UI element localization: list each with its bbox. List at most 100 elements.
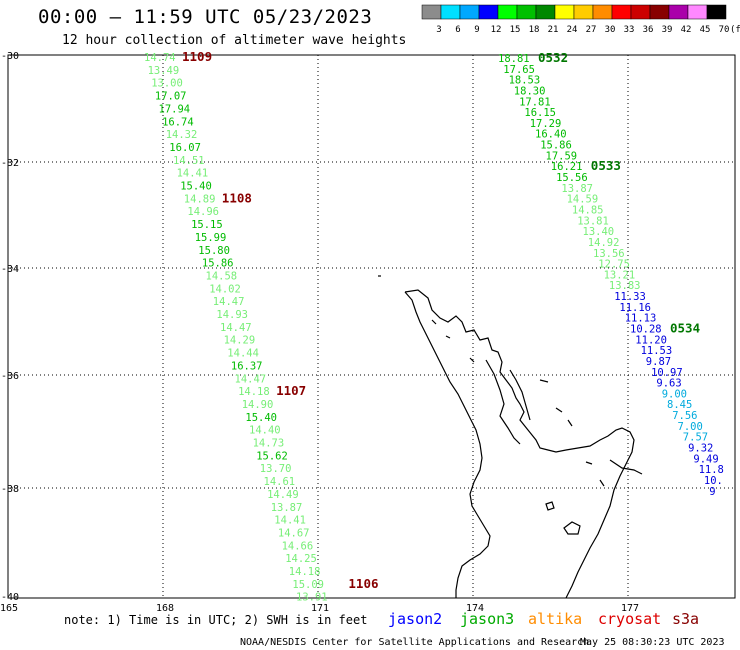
swh-value: 13.21 xyxy=(604,269,636,281)
legend-swatch xyxy=(668,4,689,20)
swh-value: 14.59 xyxy=(567,194,599,206)
satellite-cryosat: cryosat xyxy=(598,610,661,628)
satellite-altika: altika xyxy=(528,610,582,628)
northland-islands xyxy=(431,319,605,487)
swh-value: 14.92 xyxy=(588,237,620,249)
swh-value: 14.49 xyxy=(267,489,299,501)
lat-label: -34 xyxy=(1,264,19,275)
swh-value: 13.00 xyxy=(151,78,183,90)
swh-value: 11.8 xyxy=(699,464,724,476)
pass-time-label: 1106 xyxy=(348,576,378,591)
map-frame xyxy=(7,54,736,599)
west-coast-outline xyxy=(404,291,491,598)
legend-tick-label: 45 xyxy=(700,25,711,35)
lon-label: 174 xyxy=(466,603,484,614)
altimeter-tracks: 14.7413.4913.0017.0717.9416.7414.3216.07… xyxy=(144,49,724,604)
satellite-legend: jason2 jason3 altika cryosat s3a xyxy=(388,610,699,628)
legend-tick-label: 24 xyxy=(567,25,578,35)
swh-value: 13.91 xyxy=(296,592,328,604)
swh-value: 11.13 xyxy=(625,313,657,325)
lon-label: 177 xyxy=(621,603,639,614)
legend-tick-label: 33 xyxy=(624,25,635,35)
swh-value: 7.57 xyxy=(683,432,708,444)
legend-tick-label: 36 xyxy=(643,25,654,35)
lat-label: -36 xyxy=(1,371,19,382)
legend-tick-label: 30 xyxy=(605,25,616,35)
swh-value: 14.41 xyxy=(177,168,209,180)
swh-value: 11.53 xyxy=(641,345,673,357)
swh-value: 18.30 xyxy=(514,86,546,98)
swh-value: 16.21 xyxy=(551,161,583,173)
swh-value: 14.66 xyxy=(282,540,314,552)
swh-value: 14.58 xyxy=(206,270,238,282)
swh-value: 7.56 xyxy=(672,410,697,422)
legend-swatch xyxy=(592,4,613,20)
swh-value: 14.61 xyxy=(264,476,296,488)
pass-time-label: 1109 xyxy=(182,49,212,64)
legend-swatch xyxy=(478,4,499,20)
swh-value: 17.07 xyxy=(155,91,187,103)
east-cape-outline xyxy=(609,459,643,475)
legend-tick-label: 39 xyxy=(662,25,673,35)
legend-tick-label: 42 xyxy=(681,25,692,35)
swh-value: 13.56 xyxy=(593,248,625,260)
swh-value: 15.40 xyxy=(245,412,277,424)
lat-label: -32 xyxy=(1,158,19,169)
swh-value: 14.47 xyxy=(220,322,252,334)
pass-time-label: 1108 xyxy=(222,190,252,205)
legend-tick-label: 27 xyxy=(586,25,597,35)
swh-value: 7.00 xyxy=(678,421,703,433)
legend-swatch xyxy=(687,4,708,20)
swh-value: 14.93 xyxy=(216,309,248,321)
lon-label: 168 xyxy=(156,603,174,614)
swh-value: 15.40 xyxy=(180,181,212,193)
legend-swatch xyxy=(573,4,594,20)
swh-value: 14.44 xyxy=(227,348,259,360)
swh-value: 17.81 xyxy=(519,96,551,108)
swh-value: 11.33 xyxy=(614,291,646,303)
satellite-s3a: s3a xyxy=(672,610,699,628)
swh-value: 10.28 xyxy=(630,324,662,336)
legend-tick-label: 70 xyxy=(719,25,730,35)
map-subtitle: 12 hour collection of altimeter wave hei… xyxy=(62,33,407,48)
legend-swatch xyxy=(706,4,727,20)
lat-label: -30 xyxy=(1,51,19,62)
legend-swatch xyxy=(459,4,480,20)
swh-value: 13.81 xyxy=(577,215,609,227)
swh-value: 18.81 xyxy=(498,53,530,65)
swh-value: 16.07 xyxy=(169,142,201,154)
swh-value: 17.94 xyxy=(159,103,191,115)
swh-value: 15.86 xyxy=(202,258,234,270)
footnote: note: 1) Time is in UTC; 2) SWH is in fe… xyxy=(64,613,367,627)
swh-value: 14.73 xyxy=(253,438,285,450)
swh-value: 16.15 xyxy=(524,107,556,119)
swh-value: 17.59 xyxy=(546,150,578,162)
legend-swatch xyxy=(554,4,575,20)
swh-value: 14.67 xyxy=(278,528,310,540)
swh-value: 17.65 xyxy=(503,64,535,76)
swh-value: 11.20 xyxy=(635,334,667,346)
swh-value: 9.32 xyxy=(688,443,713,455)
swh-value: 17.29 xyxy=(530,118,562,130)
legend-tick-label: 12 xyxy=(491,25,502,35)
swh-value: 14.40 xyxy=(249,425,281,437)
legend-tick-label: 9 xyxy=(474,25,479,35)
swh-value: 9.00 xyxy=(662,388,687,400)
swh-value: 14.51 xyxy=(173,155,205,167)
swh-value: 14.18 xyxy=(238,386,270,398)
swh-value: 15.56 xyxy=(556,172,588,184)
swh-value: 14.89 xyxy=(184,193,216,205)
legend-swatch xyxy=(630,4,651,20)
legend-swatch xyxy=(421,4,442,20)
swh-value: 14.74 xyxy=(144,52,176,64)
swh-value: 14.32 xyxy=(166,129,198,141)
swh-value: 15.86 xyxy=(540,140,572,152)
legend-swatch xyxy=(516,4,537,20)
swh-value: 10. xyxy=(704,475,723,487)
swh-value: 16.74 xyxy=(162,116,194,128)
swh-value: 15.09 xyxy=(292,579,324,591)
swh-value: 15.80 xyxy=(198,245,230,257)
swh-value: 14.18 xyxy=(289,566,321,578)
